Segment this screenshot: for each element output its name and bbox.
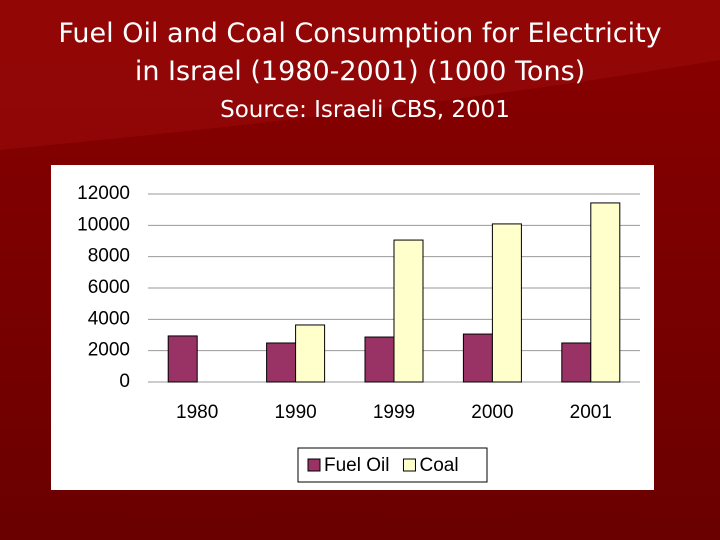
x-tick-label: 1990 (274, 402, 316, 423)
subtitle: Source: Israeli CBS, 2001 (220, 97, 510, 123)
bar (364, 336, 395, 383)
bar (462, 333, 493, 383)
y-tick-label: 10000 (77, 214, 130, 235)
bar (590, 202, 621, 383)
legend-label: Fuel Oil (324, 455, 389, 476)
background-band (0, 0, 720, 150)
bar (561, 342, 592, 383)
y-tick-label: 2000 (88, 340, 130, 361)
bar (295, 324, 326, 383)
bar (491, 223, 522, 383)
x-tick-label: 1999 (373, 402, 415, 423)
y-tick-label: 12000 (77, 183, 130, 204)
x-tick-label: 1980 (176, 402, 218, 423)
bar (167, 335, 198, 383)
x-tick-label: 2000 (471, 402, 513, 423)
legend-swatch (307, 458, 321, 472)
y-tick-label: 4000 (88, 308, 130, 329)
y-tick-label: 8000 (88, 246, 130, 267)
legend-swatch (402, 458, 416, 472)
chart-area (51, 165, 654, 490)
legend-label: Coal (419, 455, 458, 476)
y-tick-label: 0 (119, 371, 130, 392)
title-line: in Israel (1980-2001) (1000 Tons) (135, 56, 585, 87)
y-tick-label: 6000 (88, 277, 130, 298)
bar (266, 342, 297, 383)
x-tick-label: 2001 (570, 402, 612, 423)
bar (393, 239, 424, 383)
title-line: Fuel Oil and Coal Consumption for Electr… (58, 18, 661, 49)
legend-box (297, 447, 488, 483)
